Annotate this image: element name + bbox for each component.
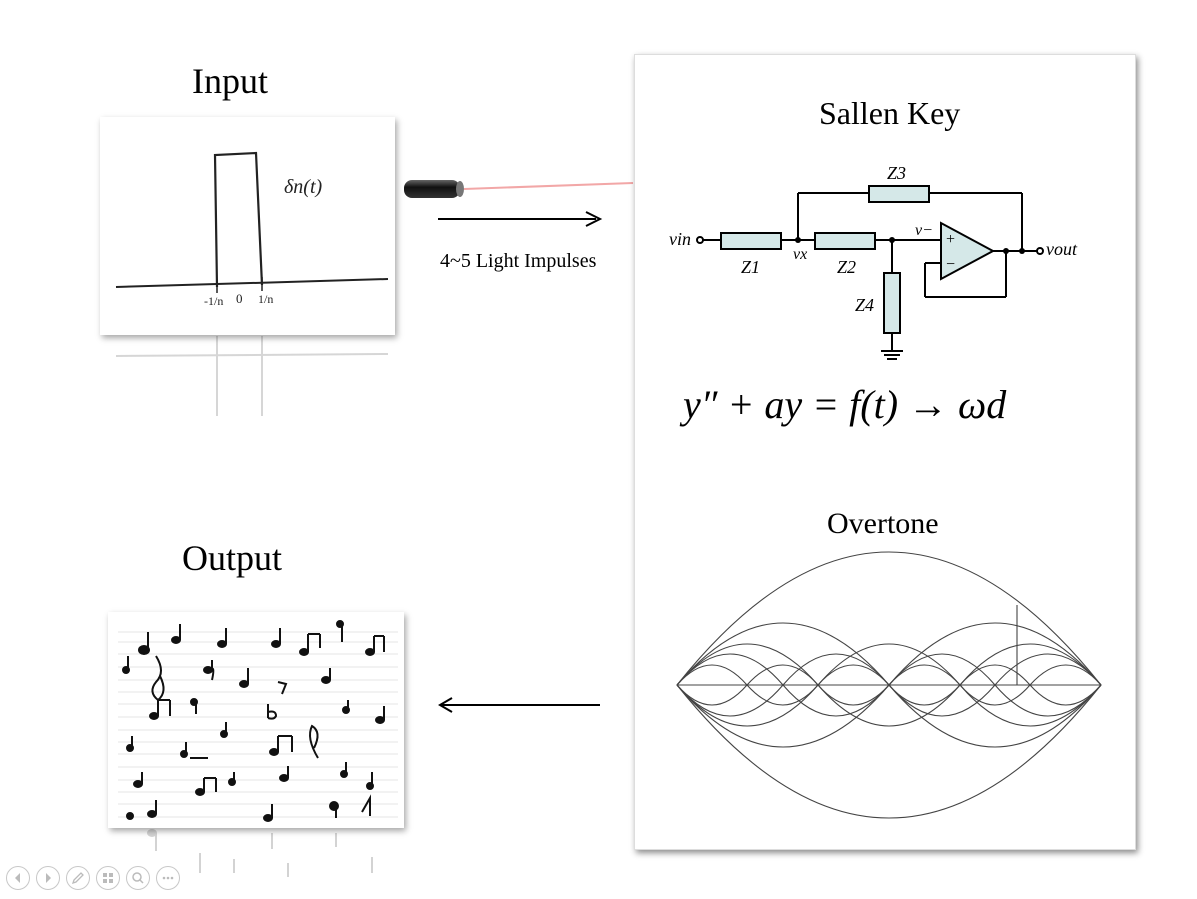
- ode-equation: y″ + ay = f(t) → ωd: [683, 382, 1007, 427]
- tick-zero: 0: [236, 291, 243, 306]
- vx-label: vx: [793, 246, 807, 263]
- impulse-label: 4~5 Light Impulses: [440, 250, 597, 272]
- circuit-title: Sallen Key: [819, 95, 961, 131]
- music-sheet-reflection: [108, 829, 404, 889]
- prev-icon[interactable]: [6, 866, 30, 890]
- input-title: Input: [192, 61, 268, 101]
- right-panel: Sallen Key: [634, 54, 1136, 850]
- vminus-label: v−: [915, 222, 933, 239]
- z4-label: Z4: [855, 295, 874, 315]
- signal-label: δn(t): [284, 176, 323, 198]
- tick-neg: -1/n: [204, 294, 223, 308]
- output-title: Output: [182, 538, 283, 578]
- tick-pos: 1/n: [258, 292, 273, 306]
- vin-label: vin: [669, 229, 691, 249]
- laser-arrow-group: [404, 180, 634, 227]
- z2-label: Z2: [837, 257, 856, 277]
- z3-label: Z3: [887, 163, 906, 183]
- sallen-key-circuit: + − vin vx v− vout Z1 Z2 Z3 Z4: [669, 163, 1078, 360]
- overtone-diagram: [676, 551, 1102, 819]
- zoom-icon[interactable]: [126, 866, 150, 890]
- next-icon[interactable]: [36, 866, 60, 890]
- right-arrow-icon: [438, 211, 603, 227]
- overtone-title: Overtone: [827, 507, 939, 540]
- z1-label: Z1: [741, 257, 760, 277]
- left-arrow-icon: [438, 697, 600, 713]
- more-icon[interactable]: [156, 866, 180, 890]
- opamp-plus: +: [946, 231, 955, 248]
- opamp-minus: −: [946, 256, 955, 273]
- impulse-sketch: δn(t) -1/n 0 1/n: [115, 151, 389, 308]
- music-sheet-card: [108, 612, 404, 828]
- slides-icon[interactable]: [96, 866, 120, 890]
- slideshow-toolbar: [6, 866, 180, 890]
- input-sketch-card: δn(t) -1/n 0 1/n: [100, 117, 395, 335]
- input-reflection: [100, 336, 395, 416]
- music-notes-drawing: [118, 620, 398, 822]
- pen-icon[interactable]: [66, 866, 90, 890]
- vout-label: vout: [1046, 239, 1078, 259]
- laser-icon: [404, 180, 464, 198]
